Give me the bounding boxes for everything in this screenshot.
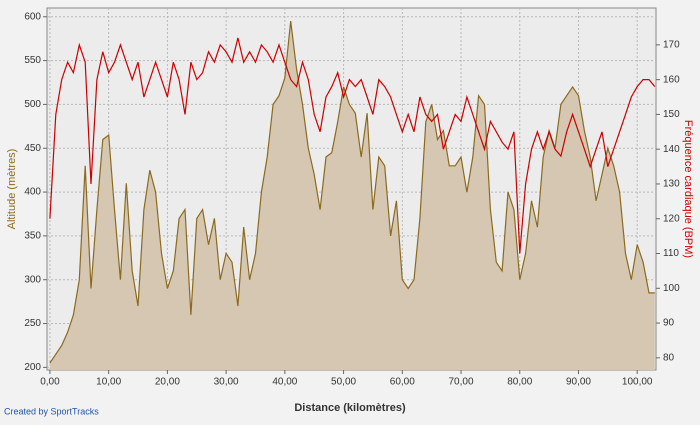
- y2-tick-label: 160: [663, 74, 680, 85]
- y-tick-label: 200: [24, 362, 41, 373]
- y2-tick-label: 90: [663, 318, 675, 329]
- line: [49, 37, 656, 254]
- y-tick-label: 300: [24, 274, 41, 285]
- y2-tick-label: 140: [663, 144, 680, 155]
- x-tick-label: 70,00: [449, 377, 474, 388]
- x-tick-label: 30,00: [214, 377, 239, 388]
- y-tick-label: 400: [24, 187, 41, 198]
- x-tick-label: 50,00: [331, 377, 356, 388]
- x-tick-label: 90,00: [566, 377, 591, 388]
- x-tick-label: 40,00: [272, 377, 297, 388]
- area-fill: [49, 21, 655, 370]
- x-tick-label: 60,00: [390, 377, 415, 388]
- x-axis-label: Distance (kilomètres): [294, 402, 406, 414]
- y2-tick-label: 150: [663, 109, 680, 120]
- y2-tick-label: 100: [663, 283, 680, 294]
- y-axis-label: Altitude (mètres): [6, 149, 18, 230]
- y-tick-label: 500: [24, 99, 41, 110]
- y-tick-label: 450: [24, 143, 41, 154]
- x-tick-label: 80,00: [507, 377, 532, 388]
- y2-axis-label: Fréquence cardiaque (BPM): [682, 120, 694, 258]
- y-tick-label: 350: [24, 231, 41, 242]
- y2-tick-label: 120: [663, 213, 680, 224]
- x-tick-label: 0,00: [40, 377, 60, 388]
- y-tick-label: 600: [24, 11, 41, 22]
- x-tick-label: 100,00: [622, 377, 653, 388]
- credit: Created by SportTracks: [4, 406, 99, 416]
- y2-tick-label: 130: [663, 179, 680, 190]
- y-tick-label: 550: [24, 55, 41, 66]
- y2-tick-label: 170: [663, 40, 680, 51]
- y2-tick-label: 110: [663, 248, 679, 259]
- y-tick-label: 250: [24, 318, 41, 329]
- x-tick-label: 10,00: [96, 377, 121, 388]
- y2-tick-label: 80: [663, 352, 675, 363]
- x-tick-label: 20,00: [155, 377, 180, 388]
